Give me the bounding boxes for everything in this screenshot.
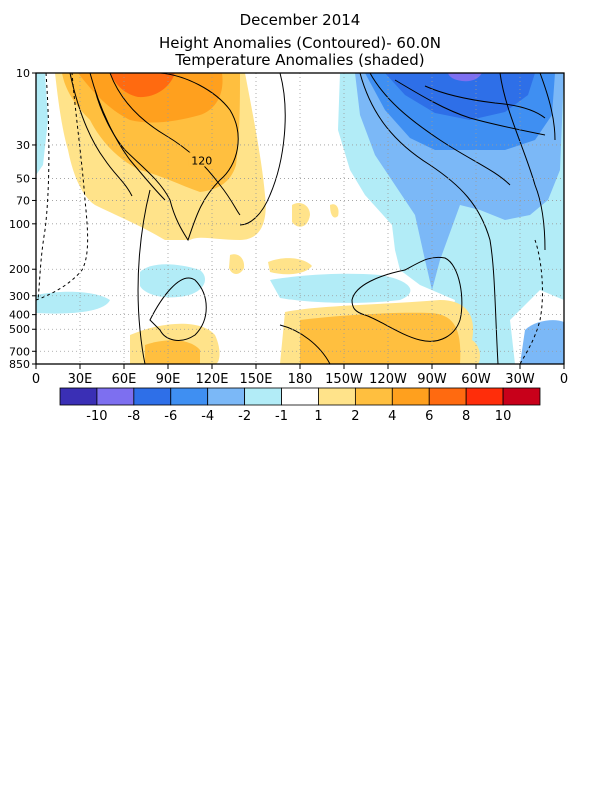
cold-region-blue-dark <box>385 73 535 120</box>
x-tick-label: 60E <box>112 372 137 387</box>
x-tick-label: 90W <box>417 372 447 387</box>
colorbar-swatch <box>244 387 282 406</box>
x-tick-label: 30E <box>68 372 93 387</box>
contour-line <box>519 239 543 364</box>
colorbar-swatch <box>207 387 246 406</box>
colorbar-swatch <box>502 387 541 406</box>
x-tick-label: 120W <box>369 372 407 387</box>
warm-region-red <box>110 73 175 98</box>
contour-line <box>279 324 331 364</box>
warm-asia-orange <box>145 340 200 364</box>
contour-line <box>94 73 239 242</box>
colorbar-swatch <box>170 387 209 406</box>
colorbar-swatch <box>318 387 356 406</box>
warm-patch-3 <box>268 258 312 275</box>
colorbar-label: -1 <box>275 409 288 424</box>
colorbar-label: -2 <box>238 409 251 424</box>
colorbar-label: -10 <box>86 409 107 424</box>
colorbar: -10 -8 -6 -4 -2 -1 1 2 4 6 8 10 <box>59 387 541 424</box>
cold-region-lightblue-lowleft <box>36 291 110 314</box>
colorbar-label: -4 <box>201 409 214 424</box>
x-tick-label: 60W <box>461 372 491 387</box>
x-axis: 0 30E 60E 90E 120E 150E 180 150W 120W 90W 60W 30W 0 <box>32 364 568 387</box>
warm-region-darkorange <box>78 73 223 123</box>
colorbar-swatch <box>391 387 430 406</box>
cold-region-lowright <box>520 320 564 364</box>
y-tick-label: 500 <box>9 323 30 336</box>
contour-line <box>37 73 50 301</box>
colorbar-swatch <box>59 387 98 406</box>
colorbar-label: 4 <box>388 409 396 424</box>
contour-labels: 120 <box>188 152 215 167</box>
contour-line <box>149 277 207 341</box>
contour-line <box>359 73 499 364</box>
contour-line <box>539 73 556 141</box>
contour-line <box>69 73 133 197</box>
warm-patch-4 <box>330 204 339 218</box>
cold-region-lightblue-left <box>36 73 48 175</box>
colorbar-swatch <box>281 387 319 406</box>
colorbar-swatch <box>96 387 135 406</box>
cold-region-lightblue-pacific <box>270 273 411 303</box>
contour-line <box>36 73 89 301</box>
contour-line <box>239 73 286 226</box>
x-tick-label: 0 <box>32 372 40 387</box>
colorbar-swatch <box>465 387 504 406</box>
colorbar-label: 6 <box>425 409 433 424</box>
chart-title: December 2014 <box>239 11 361 29</box>
contour-line <box>424 85 546 119</box>
colorbar-swatch <box>354 387 393 406</box>
colorbar-label: 1 <box>314 409 322 424</box>
colorbar-swatch <box>428 387 467 406</box>
contour-label: 120 <box>191 154 212 167</box>
colorbar-label: -6 <box>164 409 177 424</box>
y-tick-label: 50 <box>16 172 30 185</box>
y-tick-label: 300 <box>9 290 30 303</box>
x-tick-label: 30W <box>505 372 535 387</box>
contour-line <box>351 256 463 342</box>
chart-subtitle-height: Height Anomalies (Contoured)- 60.0N <box>158 34 442 52</box>
grid-lines <box>36 73 564 364</box>
contour-line <box>394 79 546 136</box>
y-tick-label: 200 <box>9 263 30 276</box>
contour-line <box>499 73 546 251</box>
warm-patch-1 <box>292 203 310 227</box>
contour-line <box>137 189 151 364</box>
y-tick-label: 400 <box>9 309 30 322</box>
x-tick-label: 0 <box>560 372 568 387</box>
cold-region-lightblue-asia <box>140 264 205 298</box>
colorbar-swatch <box>133 387 172 406</box>
y-tick-label: 70 <box>16 194 30 207</box>
y-tick-label: 850 <box>9 358 30 371</box>
y-tick-label: 100 <box>9 218 30 231</box>
warm-lowright-light <box>470 340 480 364</box>
x-tick-label: 120E <box>195 372 228 387</box>
temperature-shading <box>36 73 564 364</box>
warm-lower-orange <box>300 312 461 364</box>
x-tick-label: 150E <box>239 372 272 387</box>
x-tick-label: 150W <box>325 372 363 387</box>
y-tick-label: 700 <box>9 345 30 358</box>
colorbar-label: 2 <box>351 409 359 424</box>
contour-chart: 120 0 30E 60E 90E 120E 150E 180 150W 120W 90W 60W 3… <box>9 67 568 424</box>
chart-subtitle-temperature: Temperature Anomalies (shaded) <box>175 51 425 69</box>
contour-line <box>369 73 511 186</box>
colorbar-label: -8 <box>127 409 140 424</box>
y-tick-label: 10 <box>16 67 30 80</box>
x-tick-label: 180 <box>288 372 313 387</box>
cold-region-purple <box>448 73 482 82</box>
colorbar-label: 10 <box>495 409 512 424</box>
y-tick-label: 30 <box>16 139 30 152</box>
x-tick-label: 90E <box>156 372 181 387</box>
contour-line <box>89 73 166 201</box>
contour-label-bg <box>188 152 215 167</box>
height-contours <box>36 73 556 364</box>
colorbar-label: 8 <box>462 409 470 424</box>
